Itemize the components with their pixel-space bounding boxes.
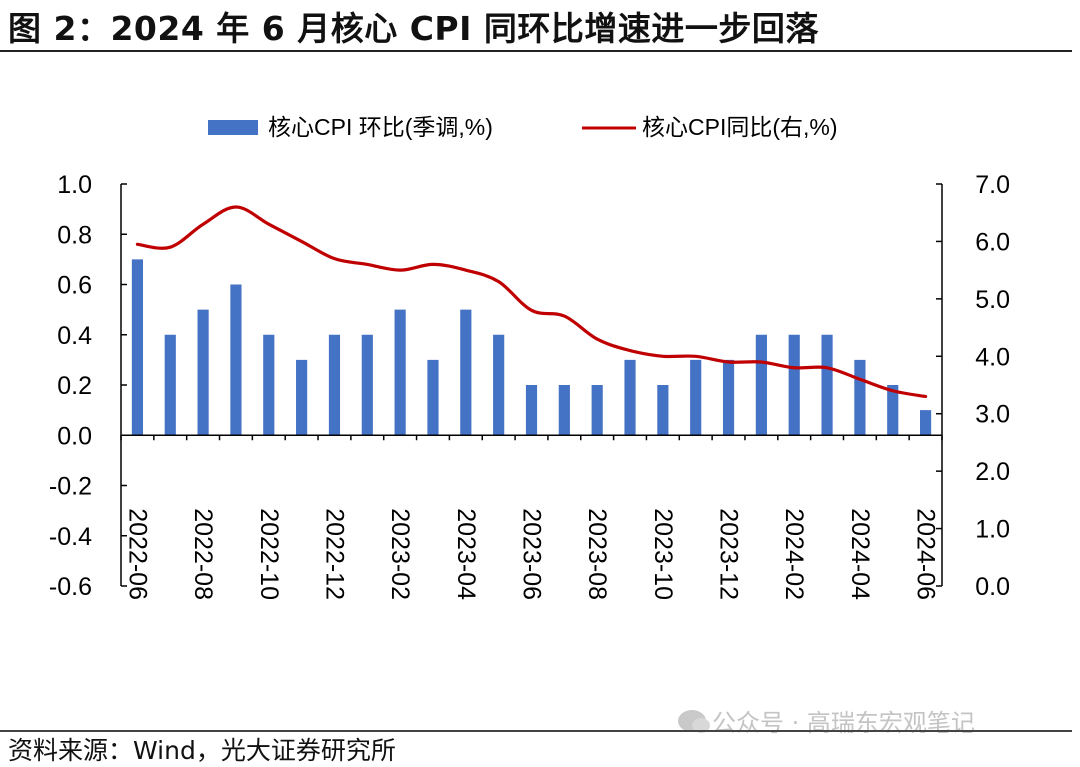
tick-labels: 1.0 0.8 0.6 0.4 0.2 0.0 -0.2 -0.4 -0.6 7.0 6.0 5.0 4… — [49, 171, 1010, 601]
bar-2022-07 — [164, 334, 176, 436]
x-tick-label: 2024-04 — [846, 508, 874, 600]
bar-2023-06 — [525, 385, 538, 436]
title-divider — [0, 50, 1072, 52]
x-tick-label: 2023-06 — [518, 508, 546, 600]
x-tick-label: 2023-08 — [583, 508, 611, 600]
x-tick-label: 2024-02 — [780, 508, 808, 600]
bar-2022-10 — [263, 334, 275, 436]
legend-bar-label: 核心CPI 环比(季调,%) — [268, 114, 493, 140]
x-tick-label: 2023-02 — [386, 508, 414, 600]
source-note: 资料来源：Wind，光大证券研究所 — [8, 736, 396, 765]
bar-2022-08 — [197, 309, 209, 436]
wechat-icon — [678, 709, 710, 733]
x-tick-label: 2023-12 — [715, 508, 743, 600]
bar-series — [131, 259, 932, 436]
right-tick-label: 4.0 — [975, 343, 1010, 371]
left-tick-label: 0.0 — [57, 422, 92, 450]
right-tick-label: 2.0 — [975, 458, 1010, 486]
bar-2023-11 — [690, 359, 702, 436]
bar-2023-05 — [493, 334, 505, 436]
right-tick-label: 1.0 — [975, 516, 1010, 544]
bar-2023-09 — [624, 359, 636, 436]
bar-2023-08 — [591, 385, 603, 436]
left-tick-label: 0.8 — [57, 221, 92, 249]
bar-2024-02 — [788, 334, 800, 436]
legend: 核心CPI 环比(季调,%) 核心CPI同比(右,%) — [208, 114, 838, 140]
footer-divider — [0, 730, 1072, 732]
x-tick-label: 2022-06 — [123, 508, 151, 600]
x-tick-label: 2023-04 — [452, 508, 480, 600]
bar-2023-02 — [394, 309, 406, 436]
bar-2024-03 — [821, 334, 833, 436]
x-tick-label: 2024-06 — [912, 508, 940, 600]
x-tick-label: 2022-10 — [255, 508, 283, 600]
right-tick-label: 6.0 — [975, 228, 1010, 256]
bar-2023-01 — [361, 334, 373, 436]
yoy-line — [135, 205, 928, 399]
watermark-text: 公众号 · 高瑞东宏观笔记 — [712, 709, 975, 737]
left-tick-label: 0.6 — [57, 272, 92, 300]
axes — [120, 183, 943, 587]
left-tick-label: -0.4 — [49, 523, 92, 551]
right-tick-label: 7.0 — [975, 171, 1010, 199]
legend-line-label: 核心CPI同比(右,%) — [642, 114, 838, 140]
right-tick-label: 5.0 — [975, 286, 1010, 314]
bar-2023-10 — [657, 385, 669, 436]
left-tick-label: -0.6 — [49, 573, 92, 601]
bar-2022-11 — [296, 359, 308, 436]
chart-title: 图 2：2024 年 6 月核心 CPI 同环比增速进一步回落 — [8, 9, 819, 48]
left-tick-label: 0.2 — [57, 372, 92, 400]
watermark: 公众号 · 高瑞东宏观笔记 — [678, 703, 975, 738]
x-tick-label: 2023-10 — [649, 508, 677, 600]
bar-2024-06 — [919, 410, 932, 436]
x-tick-label: 2022-12 — [320, 508, 348, 600]
bar-2022-09 — [230, 284, 242, 436]
bar-2024-05 — [887, 385, 899, 436]
left-tick-label: 0.4 — [57, 322, 92, 350]
bar-2024-04 — [854, 359, 866, 436]
bar-2022-06 — [131, 259, 144, 436]
left-tick-label: 1.0 — [57, 171, 92, 199]
bar-2023-04 — [460, 309, 472, 436]
bar-2024-01 — [755, 334, 767, 436]
bar-2023-07 — [558, 385, 570, 436]
bar-2023-12 — [722, 359, 735, 436]
x-tick-label: 2022-08 — [189, 508, 217, 600]
legend-bar-swatch — [208, 120, 258, 135]
right-tick-label: 0.0 — [975, 573, 1010, 601]
left-tick-label: -0.2 — [49, 473, 92, 501]
bar-2023-03 — [427, 359, 439, 436]
right-tick-label: 3.0 — [975, 401, 1010, 429]
bar-2022-12 — [328, 334, 341, 436]
